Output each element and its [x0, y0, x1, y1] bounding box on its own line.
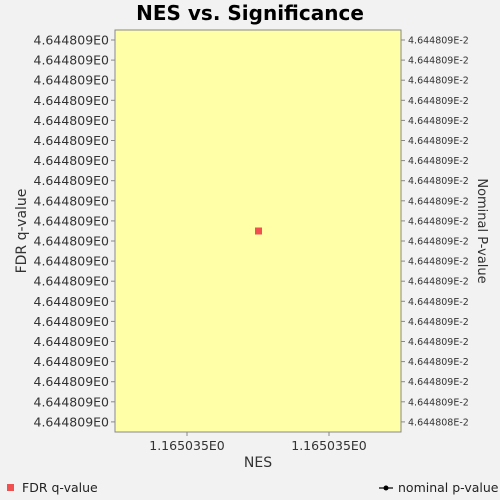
y2-tick-label: 4.644809E-2: [408, 76, 469, 87]
y2-tick-label: 4.644809E-2: [408, 156, 469, 167]
y-tick-label: 4.644809E0: [34, 133, 110, 148]
legend-label-fdr: FDR q-value: [22, 480, 98, 495]
y-tick-label: 4.644809E0: [34, 113, 110, 128]
legend-label-pvalue: nominal p-value: [398, 480, 499, 495]
legend: FDR q-value nominal p-value: [7, 480, 499, 495]
y2-tick-label: 4.644809E-2: [408, 237, 469, 248]
y2-tick-label: 4.644809E-2: [408, 196, 469, 207]
y2-axis-ticks: 4.644809E-2 4.644809E-2 4.644809E-2 4.64480…: [401, 36, 469, 429]
y2-tick-label: 4.644809E-2: [408, 96, 469, 107]
y-tick-label: 4.644809E0: [34, 414, 110, 429]
y-tick-label: 4.644809E0: [34, 234, 110, 249]
y-tick-label: 4.644809E0: [34, 294, 110, 309]
chart-title: NES vs. Significance: [136, 1, 364, 25]
y-tick-label: 4.644809E0: [34, 314, 110, 329]
y2-tick-label: 4.644809E-2: [408, 257, 469, 268]
y2-tick-label: 4.644809E-2: [408, 216, 469, 227]
y-tick-label: 4.644809E0: [34, 354, 110, 369]
legend-swatch-fdr: [7, 484, 14, 491]
y-tick-label: 4.644809E0: [34, 33, 110, 48]
y2-tick-label: 4.644809E-2: [408, 297, 469, 308]
y-axis-ticks: 4.644809E0 4.644809E0 4.644809E0 4.644809E0…: [34, 33, 116, 430]
y2-tick-label: 4.644809E-2: [408, 277, 469, 288]
y-tick-label: 4.644809E0: [34, 213, 110, 228]
y-axis-label: FDR q-value: [14, 189, 30, 274]
y-tick-label: 4.644809E0: [34, 93, 110, 108]
y2-tick-label: 4.644809E-2: [408, 337, 469, 348]
y2-tick-label: 4.644809E-2: [408, 136, 469, 147]
y-tick-label: 4.644809E0: [34, 334, 110, 349]
y-tick-label: 4.644809E0: [34, 193, 110, 208]
y-tick-label: 4.644809E0: [34, 153, 110, 168]
x-axis-ticks: 1.165035E0 1.165035E0: [149, 432, 367, 453]
y2-tick-label: 4.644809E-2: [408, 357, 469, 368]
x-tick-label: 1.165035E0: [291, 438, 367, 453]
y2-tick-label: 4.644809E-2: [408, 377, 469, 388]
x-axis-label: NES: [244, 455, 272, 471]
y-tick-label: 4.644809E0: [34, 53, 110, 68]
y2-tick-label: 4.644808E-2: [408, 417, 469, 428]
y2-tick-label: 4.644809E-2: [408, 36, 469, 47]
y2-tick-label: 4.644809E-2: [408, 116, 469, 127]
y-tick-label: 4.644809E0: [34, 254, 110, 269]
y-tick-label: 4.644809E0: [34, 394, 110, 409]
data-point-fdr-q-value: [255, 228, 262, 235]
y2-tick-label: 4.644809E-2: [408, 176, 469, 187]
y2-tick-label: 4.644809E-2: [408, 317, 469, 328]
y-tick-label: 4.644809E0: [34, 274, 110, 289]
data-points: [255, 228, 262, 235]
y2-tick-label: 4.644809E-2: [408, 56, 469, 67]
y-tick-label: 4.644809E0: [34, 73, 110, 88]
y2-tick-label: 4.644809E-2: [408, 397, 469, 408]
legend-marker-pvalue: [384, 486, 389, 491]
x-tick-label: 1.165035E0: [149, 438, 225, 453]
y-tick-label: 4.644809E0: [34, 173, 110, 188]
y2-axis-label: Nominal P-value: [474, 178, 489, 283]
y-tick-label: 4.644809E0: [34, 374, 110, 389]
